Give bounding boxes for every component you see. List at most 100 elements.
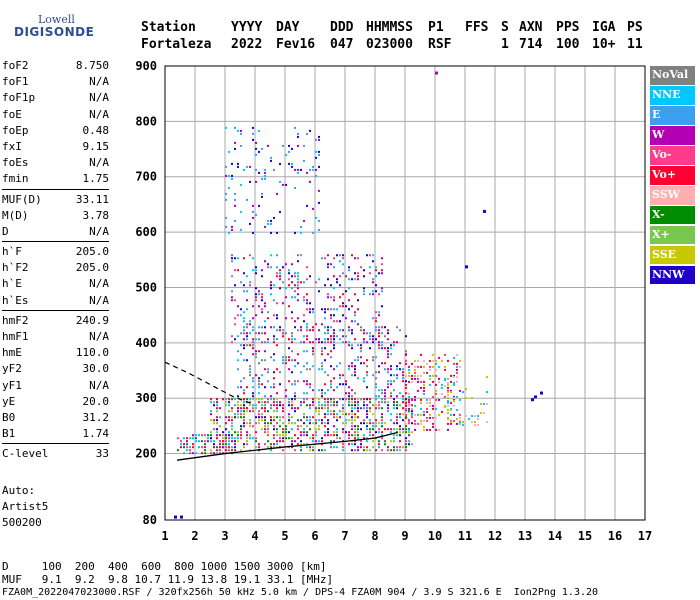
echo-point	[351, 407, 353, 410]
header-value-ps: 11	[627, 37, 643, 52]
echo-point	[441, 392, 443, 395]
echo-point	[453, 404, 455, 407]
echo-point	[294, 398, 296, 401]
echo-point	[252, 386, 254, 389]
echo-point	[231, 290, 233, 293]
echo-point	[270, 159, 272, 162]
param-row: h`Es N/A	[2, 293, 109, 309]
echo-point	[225, 404, 227, 407]
echo-point	[387, 332, 389, 335]
echo-point	[219, 452, 221, 455]
echo-point	[252, 317, 254, 320]
echo-point	[366, 404, 368, 407]
echo-point	[240, 404, 242, 407]
echo-point	[381, 434, 383, 437]
echo-point	[405, 359, 407, 362]
echo-point	[252, 353, 254, 356]
echo-point	[429, 398, 431, 401]
header-label-pps: PPS	[556, 20, 580, 35]
echo-point	[405, 374, 407, 377]
echo-point	[291, 296, 293, 299]
echo-point	[348, 329, 350, 332]
echo-point	[447, 412, 449, 415]
echo-point	[270, 407, 272, 410]
echo-point	[207, 437, 209, 440]
echo-point	[282, 281, 284, 284]
echo-point	[378, 401, 380, 404]
echo-point	[348, 266, 350, 269]
echo-point	[336, 335, 338, 338]
echo-point	[288, 144, 290, 147]
echo-point	[345, 392, 347, 395]
echo-point	[456, 376, 458, 379]
echo-point	[480, 412, 482, 415]
echo-point	[390, 365, 392, 368]
echo-point	[429, 413, 431, 416]
echo-point	[318, 138, 320, 141]
echo-point	[276, 392, 278, 395]
echo-point	[324, 317, 326, 320]
echo-point	[252, 231, 254, 234]
echo-point	[363, 434, 365, 437]
echo-point	[213, 419, 215, 422]
echo-point	[210, 440, 212, 443]
echo-point	[405, 383, 407, 386]
echo-point	[345, 419, 347, 422]
echo-point	[396, 404, 398, 407]
echo-point	[333, 440, 335, 443]
echo-point	[372, 413, 374, 416]
echo-point	[249, 422, 251, 425]
echo-point	[375, 317, 377, 320]
echo-point	[285, 356, 287, 359]
echo-point	[297, 428, 299, 431]
echo-point	[447, 416, 449, 419]
echo-point	[237, 440, 239, 443]
echo-point	[354, 407, 356, 410]
echo-point	[246, 437, 248, 440]
echo-point	[237, 257, 239, 260]
echo-point	[237, 434, 239, 437]
echo-point	[324, 332, 326, 335]
echo-point	[246, 308, 248, 311]
echo-point	[327, 401, 329, 404]
muf-row: MUF 9.1 9.2 9.8 10.7 11.9 13.8 19.1 33.1…	[2, 573, 334, 586]
echo-point	[315, 410, 317, 413]
x-tick-label: 10	[428, 529, 442, 543]
echo-point	[486, 403, 488, 406]
echo-point	[228, 231, 230, 234]
echo-point	[285, 437, 287, 440]
echo-point	[204, 440, 206, 443]
echo-point	[291, 398, 293, 401]
echo-point	[234, 416, 236, 419]
echo-point	[354, 404, 356, 407]
echo-point	[240, 449, 242, 452]
echo-point	[369, 338, 371, 341]
echo-point	[459, 398, 461, 401]
echo-point	[294, 422, 296, 425]
echo-point	[369, 272, 371, 275]
echo-point	[264, 386, 266, 389]
echo-point	[333, 401, 335, 404]
echo-point	[297, 254, 299, 257]
header-value-pps: 100	[556, 37, 580, 52]
echo-point	[240, 314, 242, 317]
echo-point	[405, 428, 407, 431]
echo-point	[279, 162, 281, 165]
echo-point	[369, 401, 371, 404]
echo-point	[351, 320, 353, 323]
echo-point	[321, 323, 323, 326]
echo-point	[312, 341, 314, 344]
echo-point	[330, 410, 332, 413]
echo-point	[381, 401, 383, 404]
echo-point	[312, 440, 314, 443]
echo-point	[252, 437, 254, 440]
echo-point	[309, 302, 311, 305]
echo-point	[246, 440, 248, 443]
echo-point	[249, 368, 251, 371]
echo-point	[243, 398, 245, 401]
echo-point	[213, 443, 215, 446]
echo-point	[348, 287, 350, 290]
echo-point	[342, 431, 344, 434]
echo-point	[300, 401, 302, 404]
trace-cluster	[231, 254, 383, 344]
